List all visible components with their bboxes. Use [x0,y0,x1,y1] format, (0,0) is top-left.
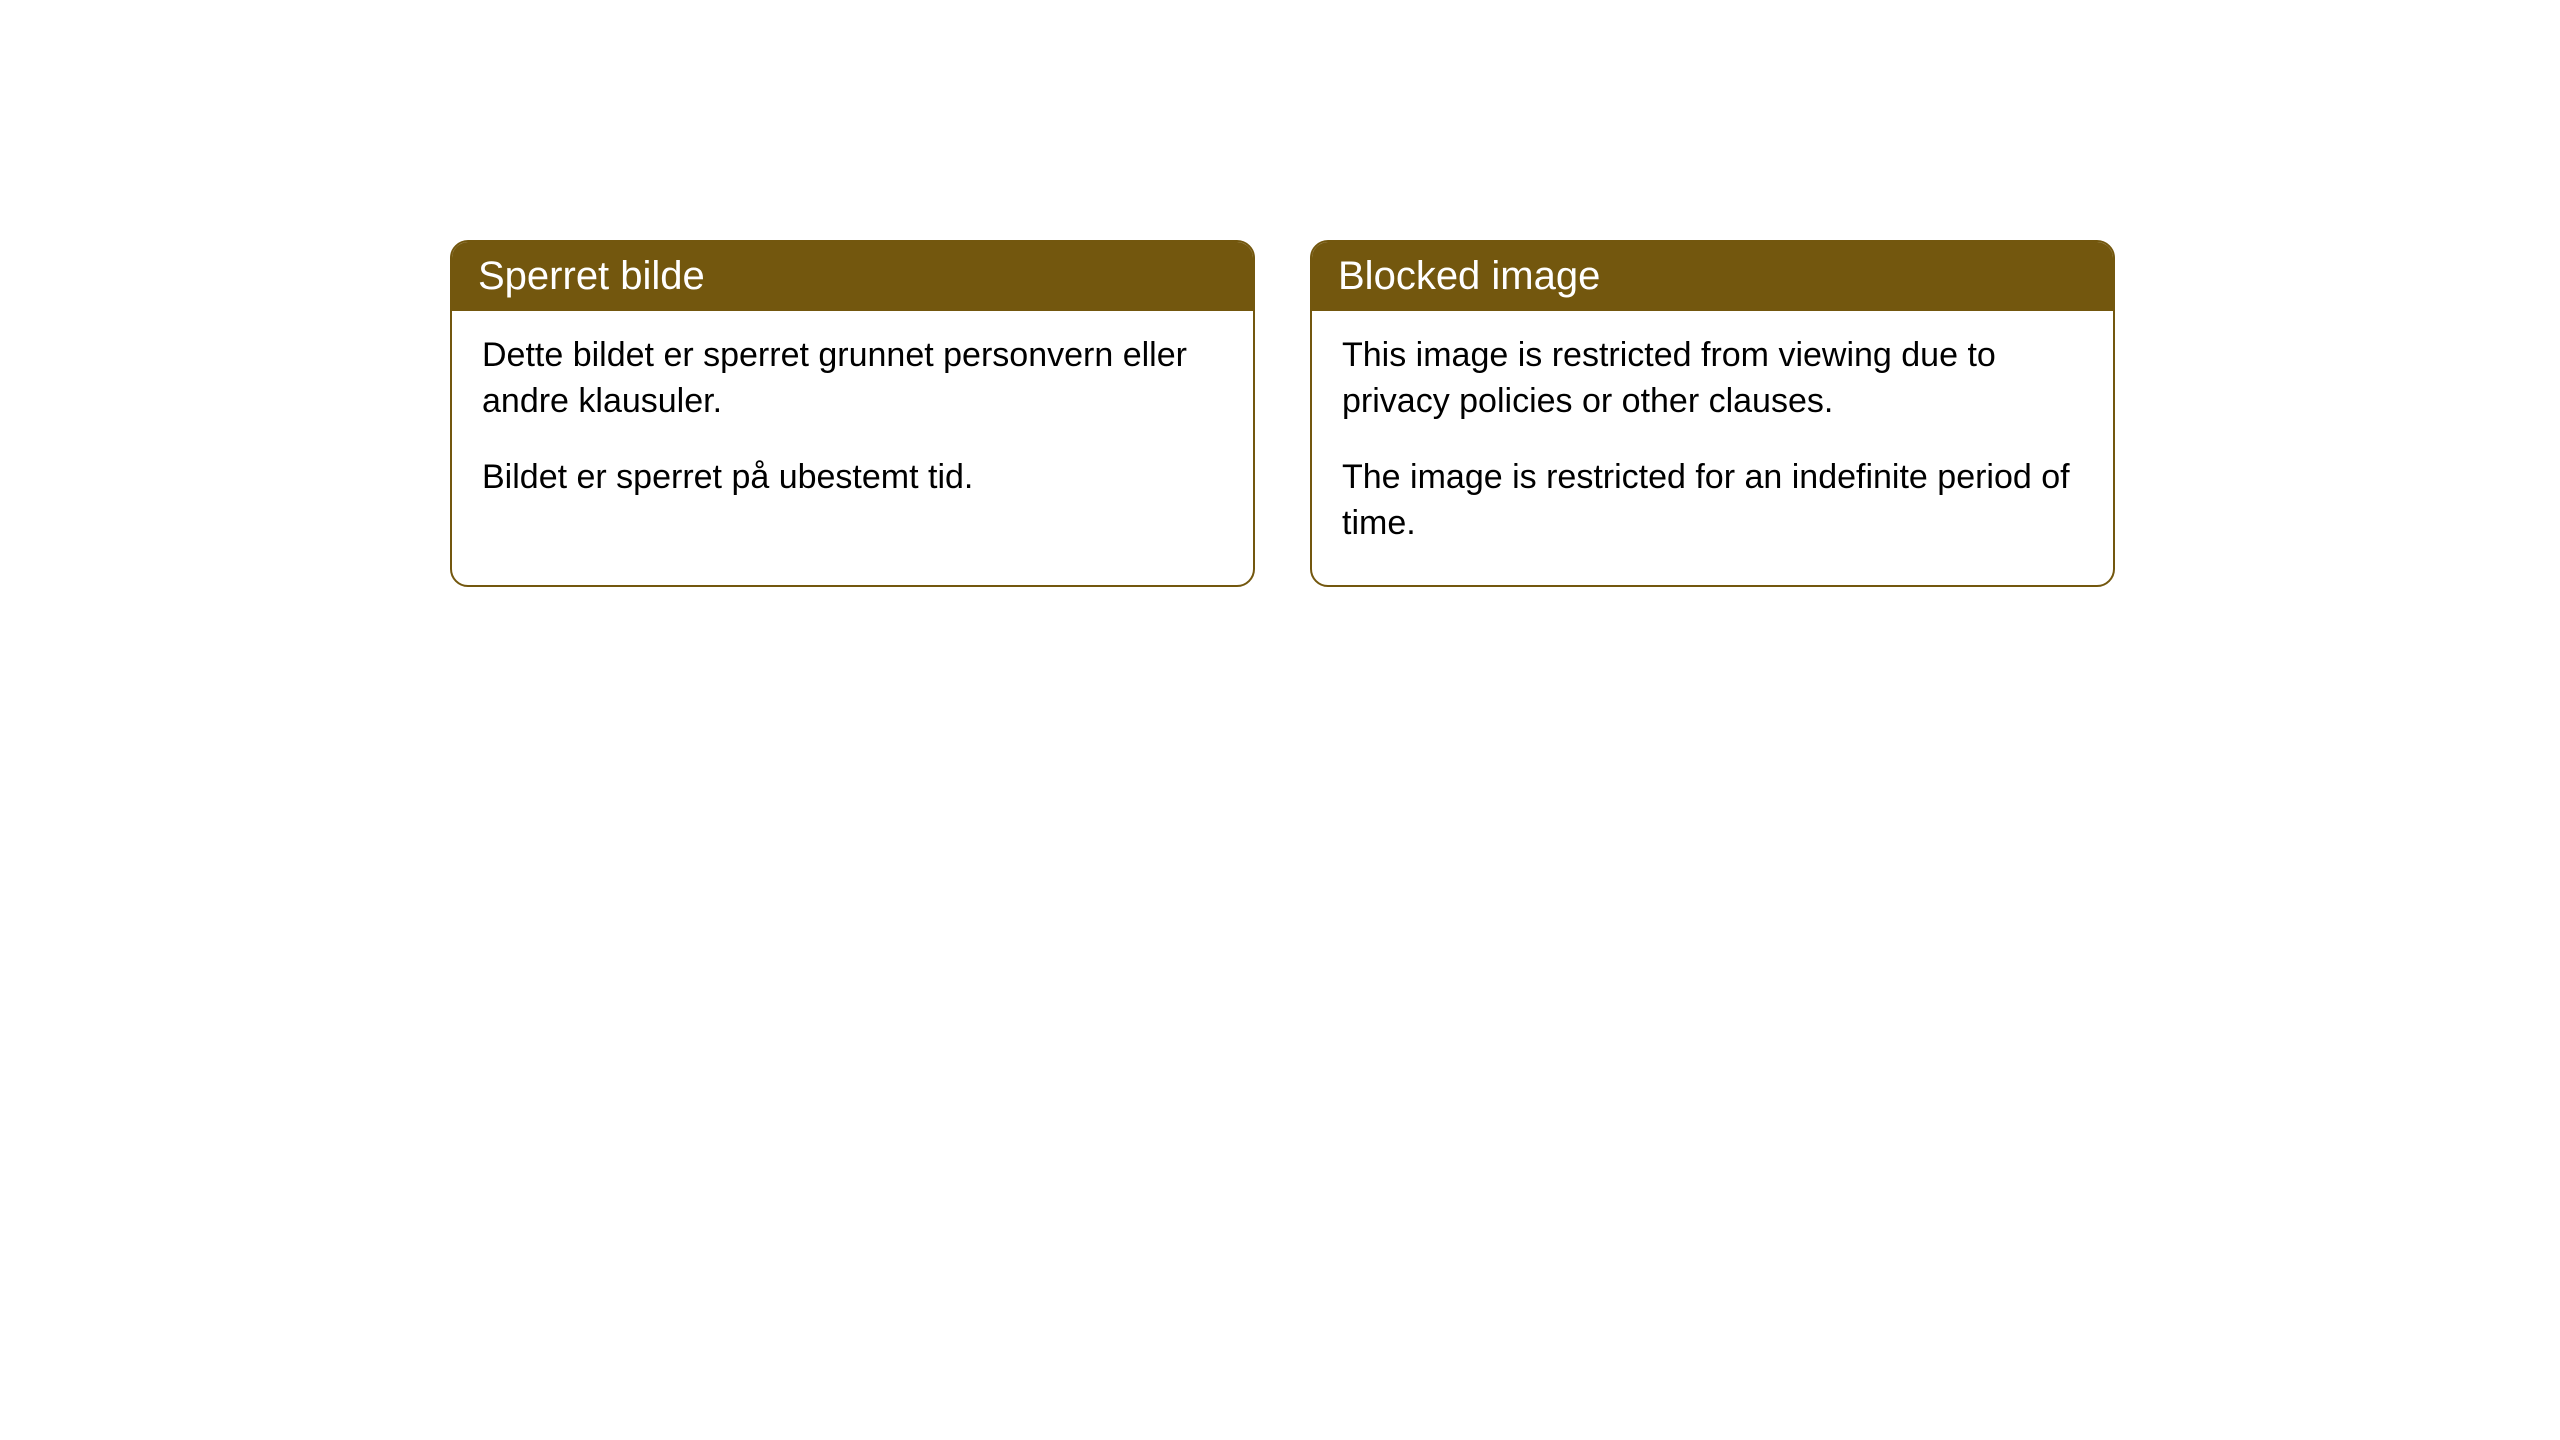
card-header-right: Blocked image [1312,242,2113,311]
notice-card-norwegian: Sperret bilde Dette bildet er sperret gr… [450,240,1255,587]
notice-card-english: Blocked image This image is restricted f… [1310,240,2115,587]
notice-container: Sperret bilde Dette bildet er sperret gr… [450,240,2115,587]
card-paragraph: Dette bildet er sperret grunnet personve… [482,333,1223,425]
card-paragraph: Bildet er sperret på ubestemt tid. [482,455,1223,501]
card-body-left: Dette bildet er sperret grunnet personve… [452,311,1253,539]
card-paragraph: The image is restricted for an indefinit… [1342,455,2083,547]
card-paragraph: This image is restricted from viewing du… [1342,333,2083,425]
card-body-right: This image is restricted from viewing du… [1312,311,2113,585]
card-header-left: Sperret bilde [452,242,1253,311]
